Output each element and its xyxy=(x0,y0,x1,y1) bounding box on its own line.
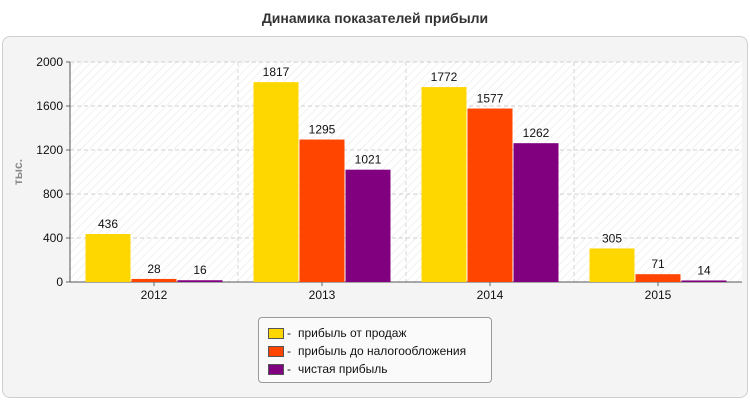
bar xyxy=(513,143,559,282)
bar-value-label: 1262 xyxy=(523,126,550,140)
legend-dash: - xyxy=(287,362,291,376)
legend-label-sales-profit: прибыль от продаж xyxy=(298,326,407,340)
bar xyxy=(177,280,223,282)
legend-swatch-net-profit xyxy=(268,364,284,375)
y-tick-label: 1200 xyxy=(36,143,63,157)
bar xyxy=(85,234,131,282)
bar-value-label: 28 xyxy=(147,262,161,276)
y-tick-label: 400 xyxy=(43,231,63,245)
bar-value-label: 16 xyxy=(193,263,207,277)
chart-title: Динамика показателей прибыли xyxy=(261,10,489,26)
bar xyxy=(681,280,727,282)
bar xyxy=(635,274,681,282)
legend-swatch-sales-profit xyxy=(268,328,284,339)
bar-value-label: 1021 xyxy=(355,153,382,167)
bar-value-label: 436 xyxy=(98,217,118,231)
y-tick-label: 0 xyxy=(56,275,63,289)
legend-dash: - xyxy=(287,344,291,358)
bar-value-label: 1295 xyxy=(309,123,336,137)
bar-value-label: 1577 xyxy=(477,92,504,106)
bar xyxy=(253,82,299,282)
x-tick-label: 2013 xyxy=(309,288,336,302)
bar xyxy=(131,278,177,282)
bar-value-label: 305 xyxy=(602,231,622,245)
bar-value-label: 1772 xyxy=(431,70,458,84)
bar-value-label: 14 xyxy=(697,263,711,277)
y-tick-label: 1600 xyxy=(36,99,63,113)
bar xyxy=(299,139,345,282)
plot-area xyxy=(70,62,742,282)
x-tick-label: 2012 xyxy=(141,288,168,302)
y-tick-label: 2000 xyxy=(36,55,63,69)
bar xyxy=(589,248,635,282)
legend-swatch-pretax-profit xyxy=(268,346,284,357)
y-tick-label: 800 xyxy=(43,187,63,201)
legend-label-pretax-profit: прибыль до налогообложения xyxy=(298,344,467,358)
x-tick-label: 2014 xyxy=(477,288,504,302)
bar xyxy=(421,87,467,282)
legend-label-net-profit: чистая прибыль xyxy=(298,362,388,376)
bar-value-label: 1817 xyxy=(263,65,290,79)
bar-value-label: 71 xyxy=(651,257,665,271)
y-axis-label: тыс. xyxy=(11,159,25,185)
legend: - прибыль от продаж - прибыль до налогоо… xyxy=(258,317,492,383)
x-tick-label: 2015 xyxy=(645,288,672,302)
legend-dash: - xyxy=(287,326,291,340)
bar xyxy=(467,108,513,282)
bar xyxy=(345,169,391,282)
